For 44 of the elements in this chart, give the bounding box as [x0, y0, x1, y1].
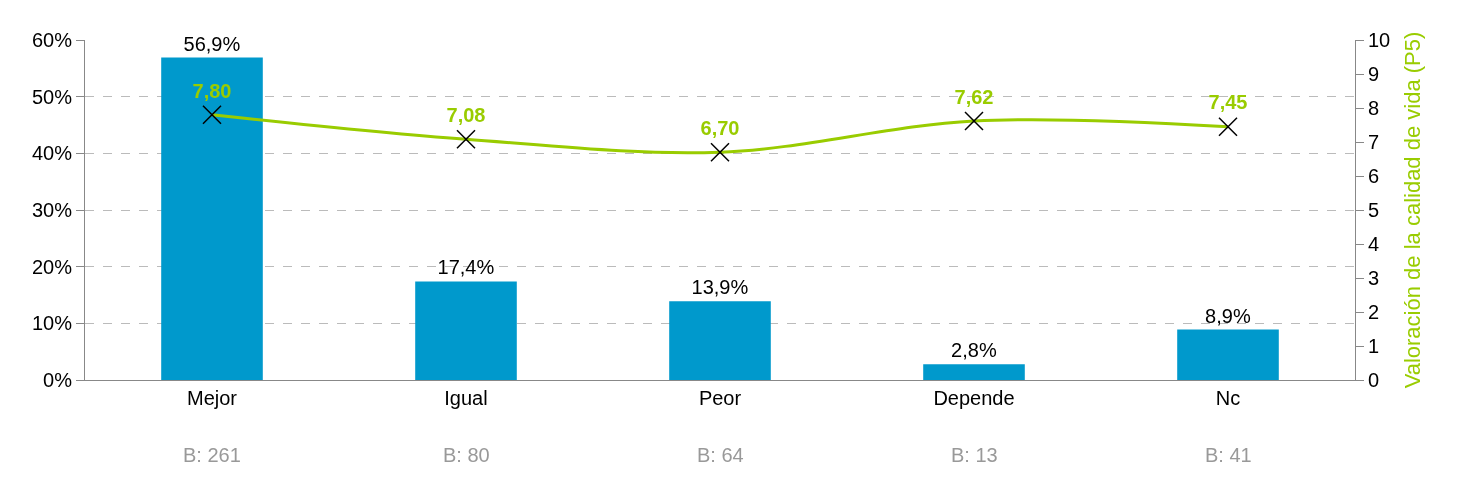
bar: [415, 281, 517, 380]
y2-tick-label: 1: [1368, 335, 1380, 357]
text: B: 261: [183, 444, 241, 466]
y2-tick-label: 7: [1368, 131, 1380, 153]
bar: [669, 301, 771, 380]
text: B: 80: [443, 444, 490, 466]
data-label: 7,80: [192, 79, 232, 102]
data-label: 7,62: [954, 85, 994, 108]
y-tick-label: 10%: [31, 312, 73, 335]
text: B: 64: [697, 444, 744, 466]
text: B: 41: [1205, 444, 1252, 466]
y2-tick-label: 3: [1368, 267, 1380, 289]
x-tick-label: Depende: [933, 387, 1015, 409]
bar: [1177, 329, 1279, 380]
bar: [161, 57, 263, 380]
data-label: 8,9%: [1205, 304, 1251, 327]
y-tick-label: 40%: [31, 142, 73, 165]
x-tick-label: Igual: [444, 387, 488, 409]
y-tick-label: 0%: [43, 369, 73, 391]
y-tick-label: 60%: [31, 29, 73, 51]
y2-tick-label: 6: [1368, 165, 1380, 187]
y-tick-label: 20%: [31, 255, 73, 278]
y2-tick-label: 0: [1368, 369, 1380, 391]
y2-axis-title: Valoración de la calidad de vida (P5): [1400, 31, 1425, 389]
y-tick-label: 50%: [31, 85, 73, 108]
data-label: 17,4%: [437, 256, 495, 279]
data-label: 6,70: [700, 116, 740, 139]
y2-tick-label: 8: [1368, 97, 1380, 119]
data-label: 13,9%: [691, 276, 749, 299]
y-tick-label: 30%: [31, 199, 73, 221]
y2-tick-label: 5: [1368, 199, 1380, 221]
y2-tick-label: 4: [1368, 233, 1380, 255]
text: B: 13: [951, 444, 998, 466]
bar: [923, 364, 1025, 380]
y2-tick-label: 9: [1368, 63, 1380, 85]
y2-tick-label: 2: [1368, 301, 1380, 323]
x-tick-label: Peor: [698, 387, 742, 409]
x-tick-label: Mejor: [186, 387, 238, 409]
data-label: 2,8%: [951, 339, 997, 362]
data-label: 7,45: [1208, 91, 1248, 114]
y2-tick-label: 10: [1368, 29, 1391, 51]
data-label: 56,9%: [183, 32, 241, 55]
data-label: 7,08: [446, 104, 486, 127]
x-tick-label: Nc: [1215, 387, 1241, 409]
